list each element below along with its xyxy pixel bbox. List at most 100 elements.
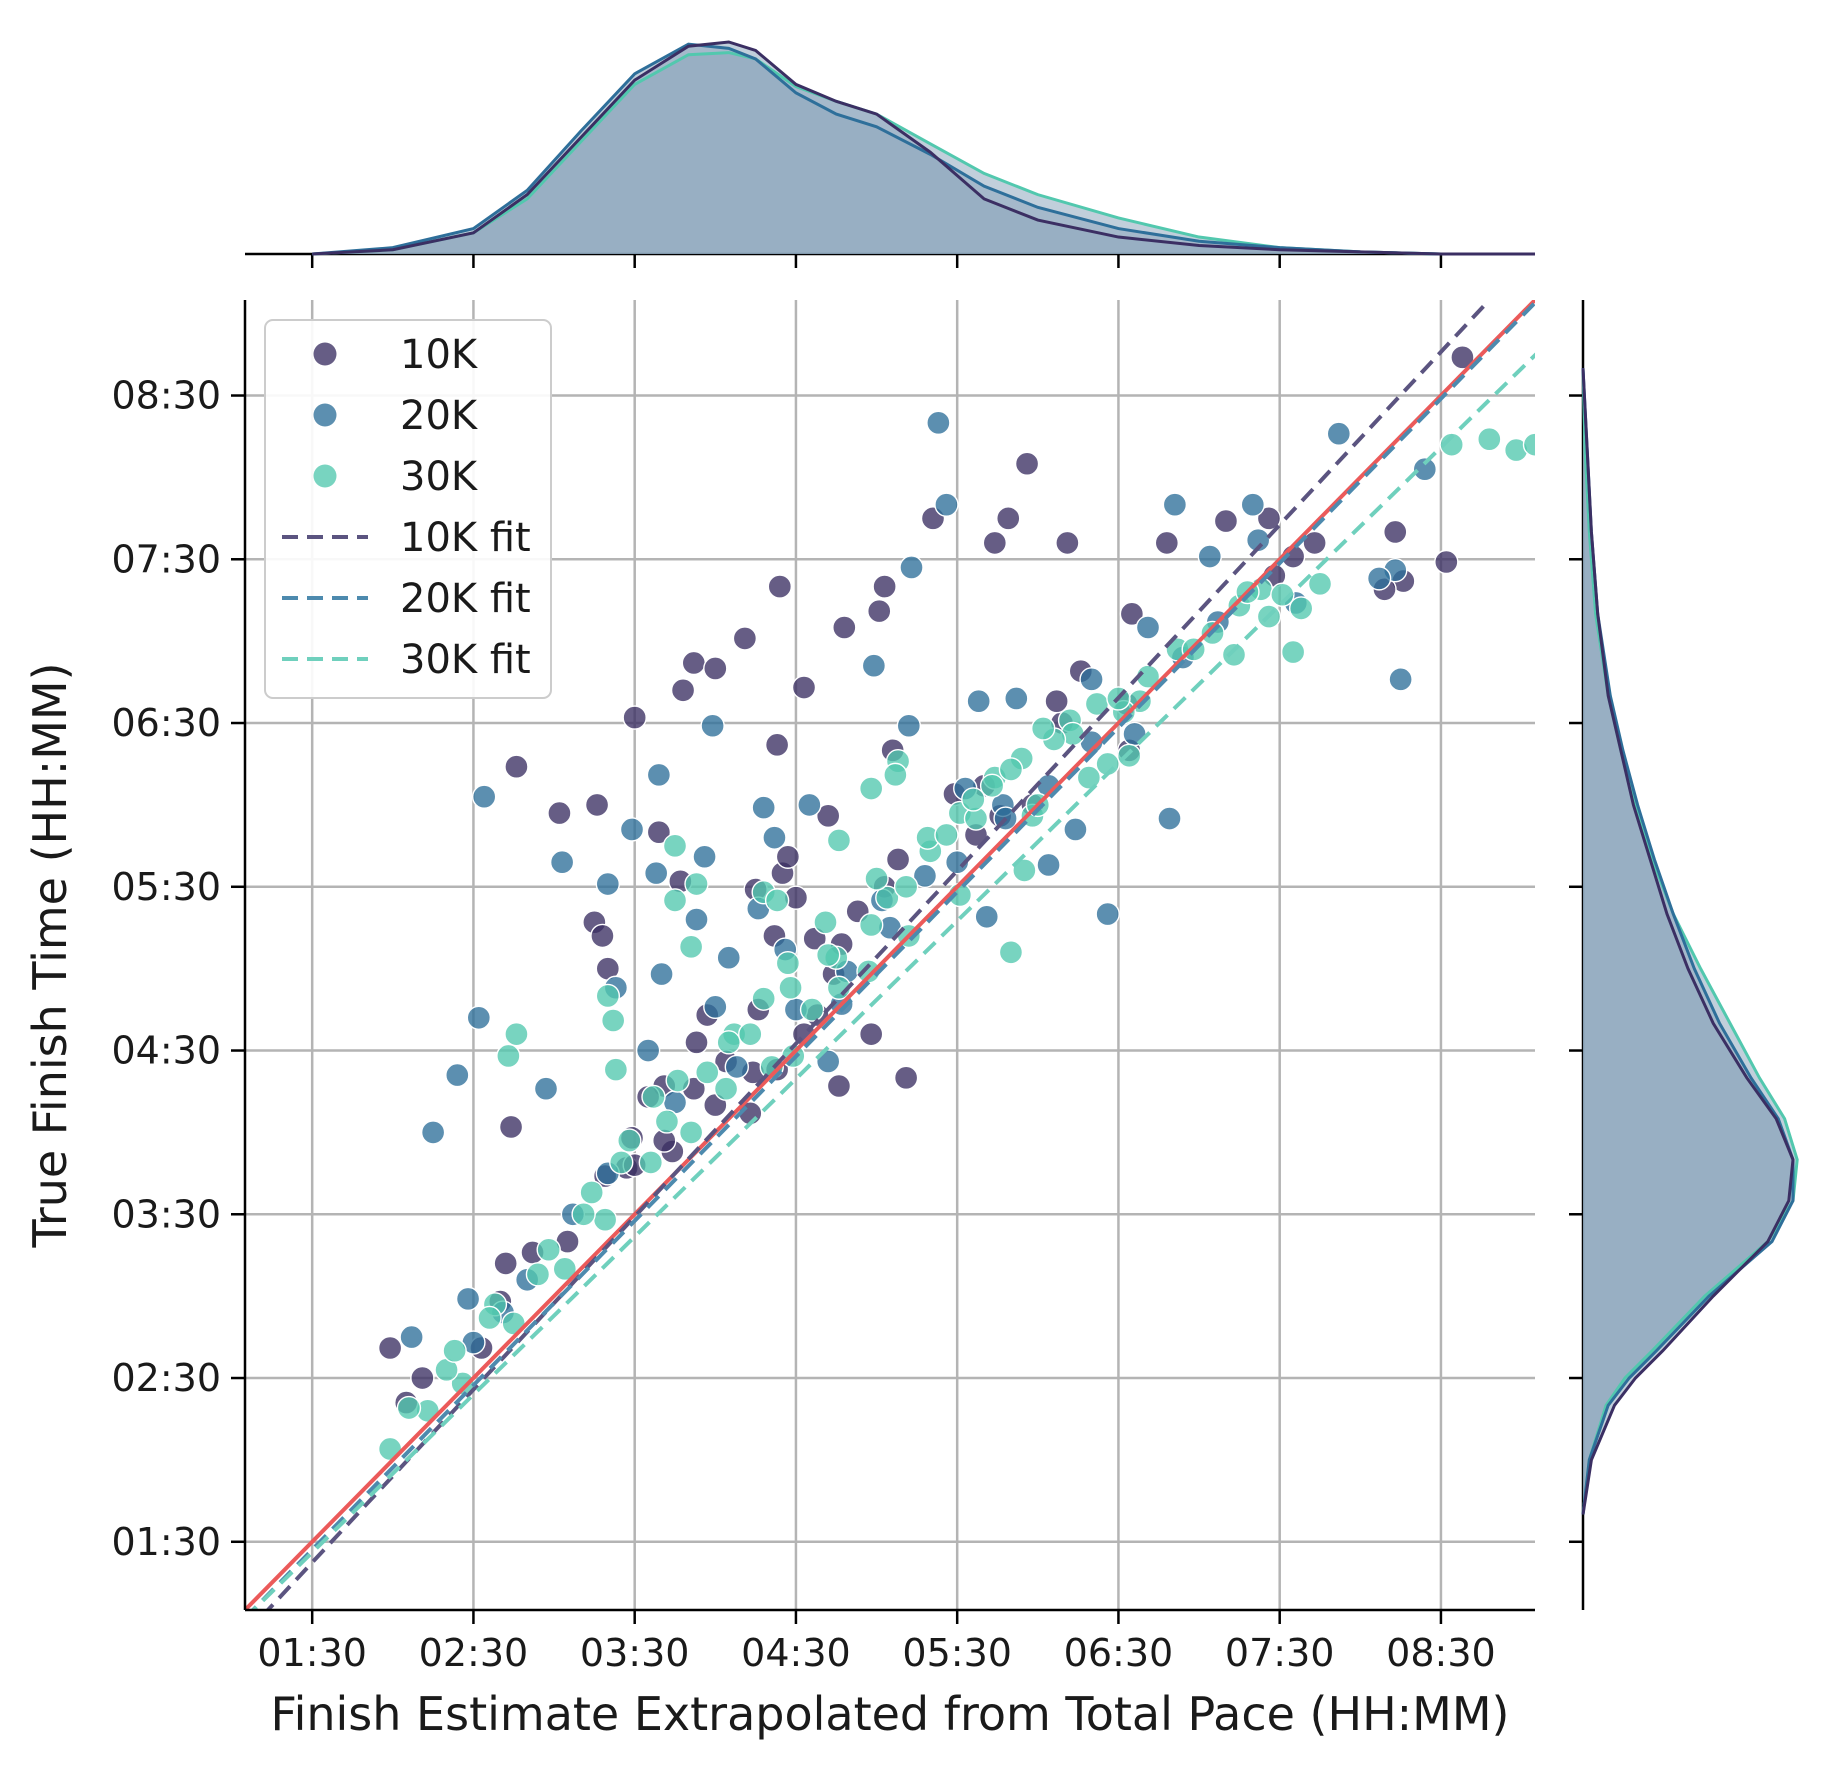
y-tick-label: 08:30 [111, 374, 221, 418]
point-30k [662, 833, 688, 859]
point-20k [751, 795, 776, 820]
right-kde-line-10k [1581, 368, 1795, 1515]
point-20k [1240, 492, 1266, 517]
legend-label: 10K fit [400, 515, 531, 561]
point-20k [861, 653, 887, 678]
grid [245, 300, 1535, 1610]
point-10k [590, 923, 615, 949]
legend-marker [313, 342, 337, 366]
point-20k [1245, 527, 1271, 553]
legend-box [264, 319, 552, 699]
point-30k [536, 1237, 561, 1262]
point-20k [703, 994, 728, 1020]
point-30k [1307, 571, 1333, 597]
point-10k [893, 1065, 919, 1091]
point-20k [595, 871, 621, 897]
point-10k [767, 574, 793, 599]
point-20k [896, 713, 922, 738]
point-10k [498, 1114, 524, 1140]
point-20k [692, 844, 717, 869]
point-20k [1004, 686, 1029, 711]
point-30k [815, 942, 841, 968]
point-30k [979, 773, 1005, 798]
y-tick-label: 04:30 [111, 1029, 221, 1073]
point-30k [775, 950, 801, 976]
point-30k [396, 1395, 422, 1421]
point-10k [684, 1030, 709, 1055]
point-30k [1030, 716, 1056, 741]
legend-label: 30K [400, 454, 479, 500]
legend-label: 30K fit [400, 637, 531, 683]
point-20k [1388, 667, 1413, 692]
point-10k [410, 1365, 435, 1391]
point-20k [797, 792, 822, 818]
point-10k [493, 1251, 518, 1276]
point-30k [716, 1030, 741, 1055]
x-tick-label: 08:30 [1386, 1631, 1496, 1675]
legend-label: 10K [400, 332, 479, 378]
point-30k [1439, 432, 1464, 457]
point-30k [713, 1076, 739, 1101]
point-10k [1044, 688, 1069, 714]
point-30k [864, 866, 889, 891]
point-10k [732, 626, 758, 651]
point-10k [1014, 451, 1040, 476]
point-10k [791, 675, 817, 700]
legend-marker [313, 464, 337, 488]
point-30k [552, 1256, 578, 1282]
point-30k [654, 1109, 680, 1134]
point-10k [622, 705, 647, 730]
point-20k [1326, 421, 1352, 446]
point-30k [751, 986, 776, 1011]
point-30k [442, 1338, 467, 1363]
point-30k [799, 997, 825, 1022]
y-tick-label: 01:30 [111, 1520, 221, 1564]
point-30k [496, 1043, 521, 1069]
point-30k [1477, 426, 1502, 452]
x-tick-label: 02:30 [419, 1631, 529, 1675]
point-30k [665, 1068, 690, 1093]
point-20k [445, 1062, 470, 1088]
x-tick-label: 04:30 [741, 1631, 851, 1675]
point-20k [533, 1076, 559, 1101]
point-20k [934, 492, 959, 517]
scatter-points [377, 345, 1535, 1462]
point-10k [982, 530, 1008, 556]
point-10k [584, 792, 610, 818]
point-30k [764, 888, 790, 913]
x-tick-label: 06:30 [1064, 1631, 1174, 1675]
point-10k [872, 574, 897, 599]
point-30k [609, 1150, 634, 1175]
point-30k [525, 1262, 551, 1287]
point-20k [912, 863, 938, 889]
point-20k [1162, 492, 1188, 517]
point-30k [477, 1305, 502, 1331]
point-30k [1076, 765, 1102, 790]
point-20k [1157, 806, 1182, 831]
point-10k [1119, 601, 1145, 627]
point-20k [649, 961, 674, 987]
main-axes [243, 300, 1535, 1612]
point-20k [684, 907, 709, 932]
point-30k [592, 1207, 618, 1232]
point-30k [998, 940, 1024, 965]
point-30k [571, 1202, 596, 1227]
point-30k [858, 776, 884, 801]
point-20k [1366, 566, 1392, 591]
x-tick-label: 07:30 [1225, 1631, 1335, 1675]
point-30k [875, 885, 900, 910]
point-20k [700, 713, 725, 738]
point-30k [934, 822, 959, 848]
point-10k [867, 598, 892, 624]
point-10k [670, 678, 696, 703]
point-20k [1095, 901, 1120, 927]
point-30k [858, 912, 884, 938]
point-10k [1434, 549, 1459, 575]
point-20k [466, 1005, 492, 1030]
y-tick-label: 02:30 [111, 1356, 221, 1400]
point-20k [966, 688, 991, 714]
y-axis-label: True Finish Time (HH:MM) [23, 662, 77, 1248]
point-30k [695, 1060, 720, 1085]
point-30k [998, 757, 1024, 782]
